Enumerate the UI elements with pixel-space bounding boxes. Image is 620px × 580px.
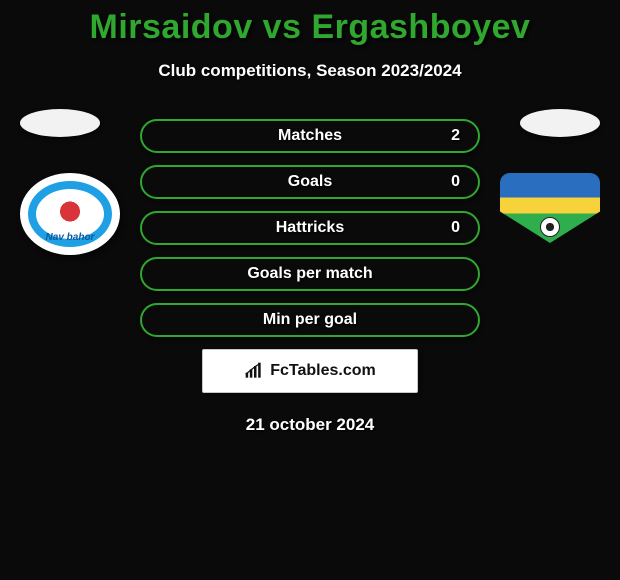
ball-icon	[540, 217, 560, 237]
stat-row-min-per-goal: Min per goal	[140, 303, 480, 337]
page-subtitle: Club competitions, Season 2023/2024	[0, 61, 620, 81]
player-left-pill	[20, 109, 100, 137]
player-right-pill	[520, 109, 600, 137]
stat-label: Goals	[288, 173, 332, 191]
stat-label: Min per goal	[263, 311, 357, 329]
bar-chart-icon	[244, 362, 264, 380]
stat-value: 2	[451, 127, 460, 145]
stat-value: 0	[451, 219, 460, 237]
stat-row-hattricks: Hattricks 0	[140, 211, 480, 245]
stat-rows: Matches 2 Goals 0 Hattricks 0 Goals per …	[140, 119, 480, 337]
stat-row-goals: Goals 0	[140, 165, 480, 199]
team-crest-left-label: Nav bahor	[20, 232, 120, 243]
stat-label: Hattricks	[276, 219, 344, 237]
page-title: Mirsaidov vs Ergashboyev	[0, 0, 620, 47]
team-crest-left: Nav bahor	[20, 173, 120, 255]
stat-value: 0	[451, 173, 460, 191]
stat-label: Goals per match	[247, 265, 372, 283]
brand-box[interactable]: FcTables.com	[202, 349, 418, 393]
footer-date: 21 october 2024	[0, 415, 620, 435]
stat-label: Matches	[278, 127, 342, 145]
stat-row-matches: Matches 2	[140, 119, 480, 153]
stat-row-goals-per-match: Goals per match	[140, 257, 480, 291]
comparison-content: Nav bahor Matches 2 Goals 0 Hattricks 0 …	[0, 119, 620, 435]
brand-text: FcTables.com	[270, 362, 376, 380]
team-crest-right	[500, 173, 600, 243]
